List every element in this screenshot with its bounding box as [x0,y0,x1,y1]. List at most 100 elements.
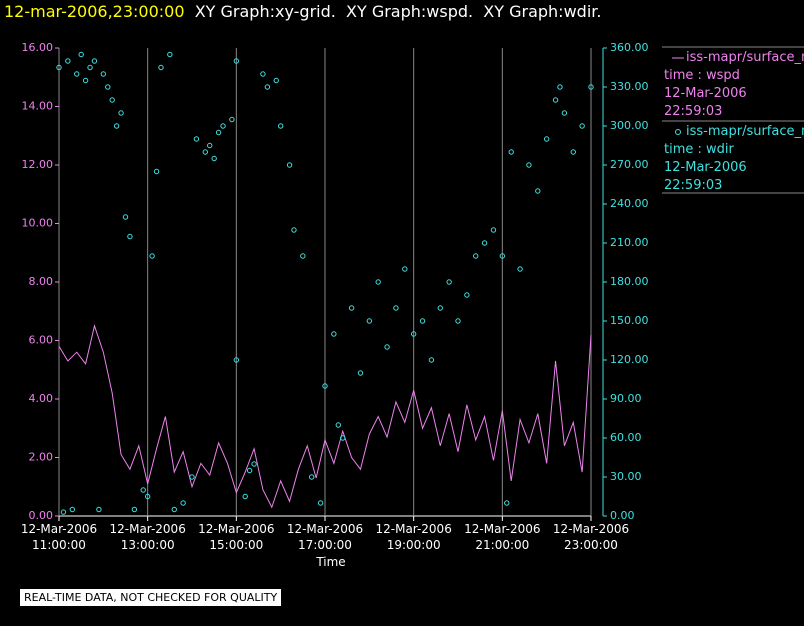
wdir-point [366,318,373,324]
y2-tick-label: 150.00 [610,314,649,327]
wdir-point [402,266,408,272]
wdir-point [300,253,306,259]
wdir-point [437,305,443,311]
wdir-point [171,506,177,513]
wdir-point [211,155,217,162]
wdir-point [180,500,186,506]
wdir-point [233,357,240,363]
wdir-point [393,305,399,311]
x-tick-label: 12-Mar-2006 13:00:00 [109,522,186,552]
wdir-point [322,383,328,389]
wdir-point [220,123,226,129]
wdir-point [202,149,209,155]
wdir-point [65,58,71,64]
wdir-point [109,97,115,103]
quality-note: REAL-TIME DATA, NOT CHECKED FOR QUALITY [20,589,282,606]
wdir-point [82,77,89,84]
wdir-point [286,162,293,168]
legend-detail: 12-Mar-2006 [664,160,747,175]
wdir-point [251,461,257,467]
legend-detail: 22:59:03 [664,104,723,119]
wdir-point [158,64,164,71]
wdir-point [78,51,84,58]
y2-tick-label: 30.00 [610,470,642,483]
y2-tick-label: 210.00 [610,236,649,249]
wdir-point [317,500,324,506]
legend-swatch [675,129,681,135]
wdir-point [87,64,93,71]
wdir-point [517,266,523,272]
wdir-point [543,136,550,142]
wdir-point [535,188,541,194]
y2-tick-label: 300.00 [610,119,649,132]
wdir-point [504,500,510,506]
wdir-point [588,84,594,90]
wdir-point [557,84,563,90]
wdir-point [428,357,435,363]
wdir-point [113,123,120,129]
wdir-point [473,253,479,259]
y-tick-label: 2.00 [29,451,54,464]
wdir-point [140,487,146,493]
wdir-point [570,149,576,155]
wdir-point [348,305,355,311]
wdir-point [410,331,417,337]
wdir-point [207,142,213,149]
x-tick-label: 12-Mar-2006 21:00:00 [464,522,541,552]
wdir-point [105,84,111,90]
y-tick-label: 12.00 [22,158,54,171]
y2-tick-label: 330.00 [610,80,649,93]
legend-name: iss-mapr/surface_m [686,50,804,65]
x-axis-title: Time [316,555,346,569]
wdir-point [69,506,76,513]
wdir-point [455,318,461,324]
wdir-point [131,506,138,513]
y2-tick-label: 180.00 [610,275,649,288]
y-tick-label: 14.00 [22,100,54,113]
x-tick-label: 12-Mar-2006 11:00:00 [20,522,98,552]
wdir-point [74,71,80,77]
wdir-point [260,71,266,77]
y-tick-label: 0.00 [29,509,54,522]
wdir-point [56,64,62,71]
y-tick-label: 10.00 [22,217,54,230]
wdir-point [96,506,102,513]
wdir-point [384,344,390,350]
wdir-point [526,162,532,168]
x-tick-label: 12-Mar-2006 19:00:00 [375,522,452,552]
wdir-point [291,227,297,233]
y-tick-label: 8.00 [29,275,54,288]
y2-tick-label: 60.00 [610,431,642,444]
wdir-point [579,123,585,129]
timestamp: 12-mar-2006,23:00:00 [4,2,185,21]
legend-name: iss-mapr/surface_m [686,124,804,139]
y-tick-label: 6.00 [29,334,54,347]
legend-detail: time : wspd [664,68,740,83]
legend-detail: time : wdir [664,142,734,157]
wdir-point [246,467,253,474]
x-tick-label: 12-Mar-2006 15:00:00 [198,522,275,552]
wspd-line [58,324,592,509]
wdir-point [118,110,124,116]
wdir-point [340,435,346,441]
wdir-point [242,493,248,500]
wdir-point [499,253,506,259]
wdir-point [233,58,240,64]
wdir-point [561,110,568,116]
wdir-point [508,149,514,155]
legend-detail: 12-Mar-2006 [664,86,747,101]
y2-tick-label: 120.00 [610,353,649,366]
wdir-point [335,422,341,428]
wdir-point [127,233,133,240]
wdir-point [273,77,279,84]
wdir-point [149,253,155,259]
x-tick-label: 12-Mar-2006 23:00:00 [552,522,630,552]
wdir-point [464,292,470,298]
wdir-point [490,227,497,233]
legend-detail: 22:59:03 [664,178,723,193]
wdir-point [357,370,364,376]
wdir-point [167,51,173,58]
chart-title: XY Graph:xy-grid. XY Graph:wspd. XY Grap… [194,2,602,21]
